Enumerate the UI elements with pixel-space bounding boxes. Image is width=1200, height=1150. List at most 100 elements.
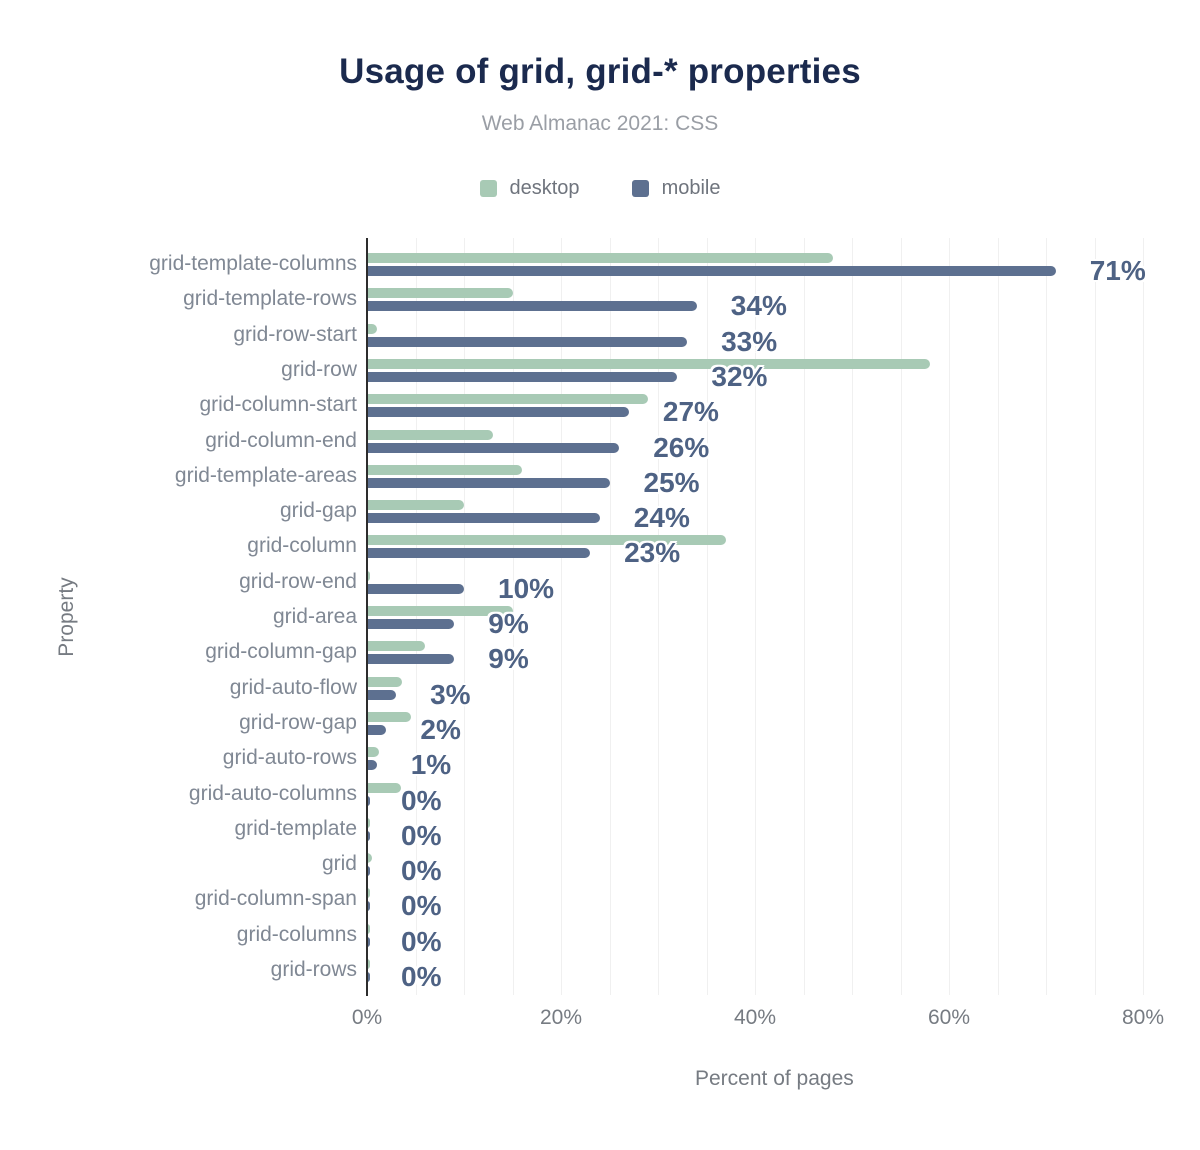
x-tick-20: 20% — [539, 1006, 583, 1029]
desktop-bar — [367, 429, 494, 440]
mobile-bar — [367, 336, 688, 347]
category-label: grid-row-end — [239, 569, 357, 593]
category-label: grid-columns — [236, 922, 357, 946]
y-axis-title: Property — [55, 577, 78, 657]
mobile-bar — [367, 795, 370, 806]
category-label: grid-gap — [279, 499, 357, 523]
gridline — [512, 238, 514, 995]
desktop-bar — [367, 394, 649, 405]
value-label: 1% — [410, 749, 452, 781]
category-label: grid-row-gap — [239, 710, 357, 734]
mobile-bar — [367, 477, 610, 488]
mobile-bar — [367, 654, 455, 665]
desktop-bar — [367, 500, 464, 511]
x-axis-title: Percent of pages — [695, 1067, 854, 1090]
desktop-bar — [367, 782, 401, 793]
mobile-bar — [367, 371, 678, 382]
desktop-bar — [367, 817, 370, 828]
mobile-bar — [367, 689, 397, 700]
desktop-bar — [367, 323, 377, 334]
desktop-bar — [367, 358, 930, 369]
value-label: 27% — [662, 396, 719, 428]
chart-subtitle: Web Almanac 2021: CSS — [481, 112, 719, 135]
desktop-bar — [367, 959, 370, 969]
mobile-bar — [367, 724, 387, 735]
category-label: grid-auto-columns — [188, 781, 357, 805]
gridline — [900, 238, 902, 995]
mobile-bar — [367, 266, 1056, 276]
value-label: 9% — [488, 643, 529, 675]
mobile-bar — [367, 442, 620, 453]
value-label: 0% — [401, 925, 442, 957]
category-label: grid-column-start — [199, 393, 357, 417]
legend-swatch-desktop-icon — [479, 180, 497, 197]
legend: desktop mobile — [0, 177, 1200, 200]
category-label: grid-template-columns — [149, 252, 357, 275]
mobile-bar — [367, 513, 600, 524]
desktop-bar — [367, 464, 523, 475]
value-label: 71% — [1089, 255, 1146, 286]
mobile-bar — [367, 760, 377, 771]
x-tick-60: 60% — [927, 1006, 971, 1029]
desktop-bar — [367, 747, 379, 758]
value-label: 0% — [401, 819, 442, 851]
chart-title: Usage of grid, grid-* properties — [339, 52, 861, 91]
desktop-bar — [367, 253, 833, 263]
mobile-bar — [367, 407, 629, 418]
mobile-bar — [367, 936, 370, 947]
desktop-bar — [367, 853, 372, 864]
mobile-bar — [367, 901, 370, 912]
value-label: 23% — [624, 537, 681, 569]
value-label: 33% — [721, 325, 778, 357]
value-label: 3% — [430, 678, 471, 710]
legend-swatch-mobile-icon — [631, 180, 649, 197]
mobile-bar — [367, 583, 464, 594]
mobile-bar — [367, 830, 370, 841]
value-label: 0% — [401, 784, 442, 816]
category-label: grid-column-gap — [205, 640, 357, 664]
gridline — [755, 238, 756, 995]
x-tick-40: 40% — [733, 1006, 777, 1029]
value-label: 32% — [711, 360, 768, 392]
category-label: grid-column — [247, 534, 357, 558]
legend-label-desktop: desktop — [509, 177, 580, 199]
value-label: 24% — [633, 502, 690, 534]
y-axis-line — [366, 238, 368, 996]
gridline — [1143, 238, 1144, 995]
category-label: grid-column-end — [205, 428, 357, 452]
value-label: 0% — [401, 890, 442, 922]
gridline — [803, 238, 805, 995]
category-label: grid-auto-flow — [229, 675, 357, 699]
legend-label-mobile: mobile — [661, 177, 721, 199]
desktop-bar — [367, 676, 402, 687]
category-label: grid-row-start — [233, 322, 357, 346]
desktop-bar — [367, 535, 726, 546]
mobile-bar — [367, 301, 697, 312]
category-label: grid-auto-rows — [222, 746, 357, 770]
gridline — [658, 238, 659, 995]
value-label: 0% — [401, 961, 442, 992]
category-label: grid-template-areas — [174, 463, 357, 487]
gridline — [464, 238, 465, 995]
desktop-bar — [367, 288, 513, 299]
category-label: grid — [321, 852, 357, 876]
category-label: grid-column-span — [194, 887, 357, 911]
desktop-bar — [367, 641, 426, 652]
desktop-bar — [367, 606, 513, 616]
desktop-bar — [367, 923, 370, 934]
legend-item-desktop: desktop — [479, 177, 580, 200]
value-label: 26% — [653, 431, 710, 463]
value-label: 0% — [401, 855, 442, 887]
desktop-bar — [367, 888, 370, 899]
category-label: grid-rows — [270, 958, 357, 981]
value-label: 10% — [498, 572, 555, 604]
gridline — [949, 238, 950, 995]
value-label: 9% — [488, 608, 529, 639]
x-tick-0: 0% — [351, 1006, 383, 1029]
gridline — [609, 238, 611, 995]
value-label: 34% — [730, 290, 787, 322]
mobile-bar — [367, 972, 370, 982]
gridline — [1094, 238, 1096, 995]
